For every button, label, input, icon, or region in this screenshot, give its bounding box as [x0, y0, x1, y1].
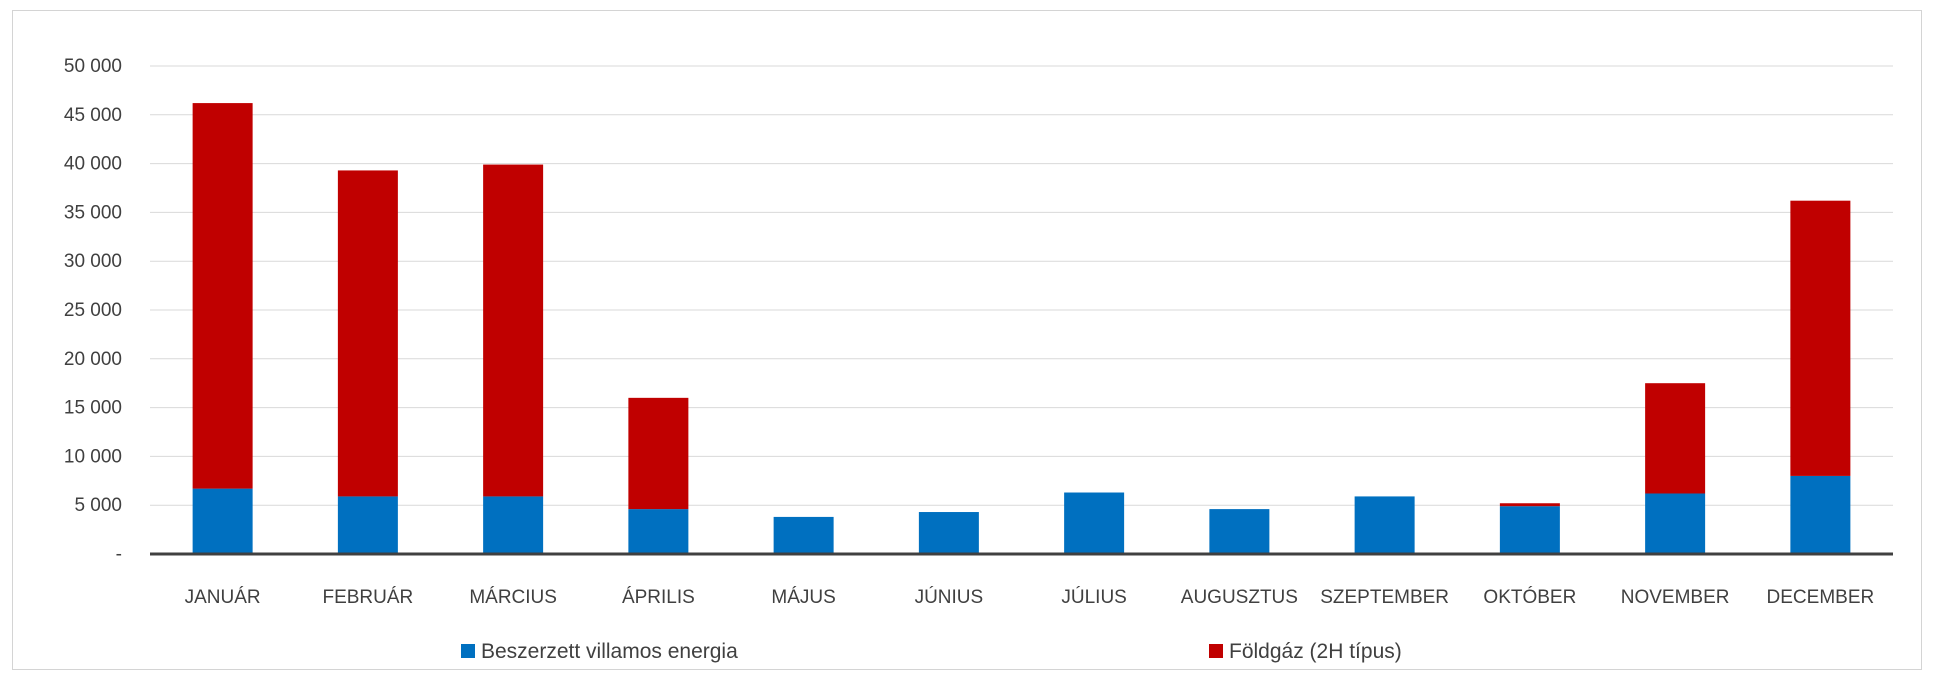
bar-electricity	[1645, 493, 1706, 554]
x-tick-label: AUGUSZTUS	[1181, 587, 1298, 608]
bar-gas	[192, 103, 253, 489]
x-tick-label: JÚNIUS	[915, 586, 984, 608]
y-tick-label: 40 000	[64, 154, 122, 175]
bar-gas	[1499, 503, 1560, 507]
legend-swatch	[1209, 644, 1223, 658]
y-tick-label: 30 000	[64, 251, 122, 272]
bar-electricity	[1209, 509, 1270, 554]
x-tick-label: JANUÁR	[185, 587, 261, 608]
bar-electricity	[483, 496, 544, 554]
x-tick-label: FEBRUÁR	[322, 587, 413, 608]
y-tick-label: 25 000	[64, 300, 122, 321]
bar-electricity	[1790, 475, 1851, 554]
y-tick-label: 5 000	[74, 495, 122, 516]
y-tick-label: 15 000	[64, 398, 122, 419]
x-tick-label: SZEPTEMBER	[1320, 587, 1449, 608]
bar-electricity	[1499, 506, 1560, 554]
legend-swatch	[461, 644, 475, 658]
x-tick-label: DECEMBER	[1767, 587, 1875, 608]
bar-electricity	[1354, 496, 1415, 554]
bar-electricity	[773, 516, 834, 554]
x-tick-label: ÁPRILIS	[622, 587, 695, 608]
bar-gas	[1790, 200, 1851, 476]
stacked-bar-chart: - 5 000 10 000 15 000 20 000 25 000 30 000 35 0…	[64, 56, 1893, 663]
bar-electricity	[628, 509, 689, 554]
bar-electricity	[337, 496, 398, 554]
bar-electricity	[1064, 492, 1125, 554]
legend: Beszerzett villamos energia Földgáz (2H t…	[461, 640, 1402, 663]
bar-electricity	[192, 488, 253, 554]
y-tick-label: 10 000	[64, 446, 122, 467]
y-tick-label: 45 000	[64, 105, 122, 126]
y-tick-label: -	[116, 544, 122, 565]
bar-gas	[1645, 383, 1706, 494]
x-axis: JANUÁR FEBRUÁR MÁRCIUS ÁPRILIS MÁJUS JÚNIUS JÚ…	[150, 552, 1893, 608]
legend-label: Beszerzett villamos energia	[481, 640, 738, 663]
bar-gas	[483, 164, 544, 497]
legend-label: Földgáz (2H típus)	[1229, 640, 1402, 663]
x-tick-label: NOVEMBER	[1621, 587, 1730, 608]
y-axis: - 5 000 10 000 15 000 20 000 25 000 30 000 35 0…	[64, 56, 122, 565]
bar-gas	[628, 397, 689, 510]
chart-frame: - 5 000 10 000 15 000 20 000 25 000 30 000 35 0…	[12, 10, 1922, 670]
y-tick-label: 50 000	[64, 56, 122, 77]
y-tick-label: 35 000	[64, 202, 122, 223]
y-tick-label: 20 000	[64, 349, 122, 370]
bar-electricity	[918, 512, 979, 554]
x-tick-label: JÚLIUS	[1061, 586, 1126, 608]
gridlines	[150, 65, 1893, 506]
bar-gas	[337, 170, 398, 497]
x-tick-label: MÁJUS	[771, 587, 835, 608]
x-tick-label: MÁRCIUS	[469, 587, 557, 608]
x-tick-label: OKTÓBER	[1483, 586, 1576, 608]
bars	[192, 103, 1851, 554]
